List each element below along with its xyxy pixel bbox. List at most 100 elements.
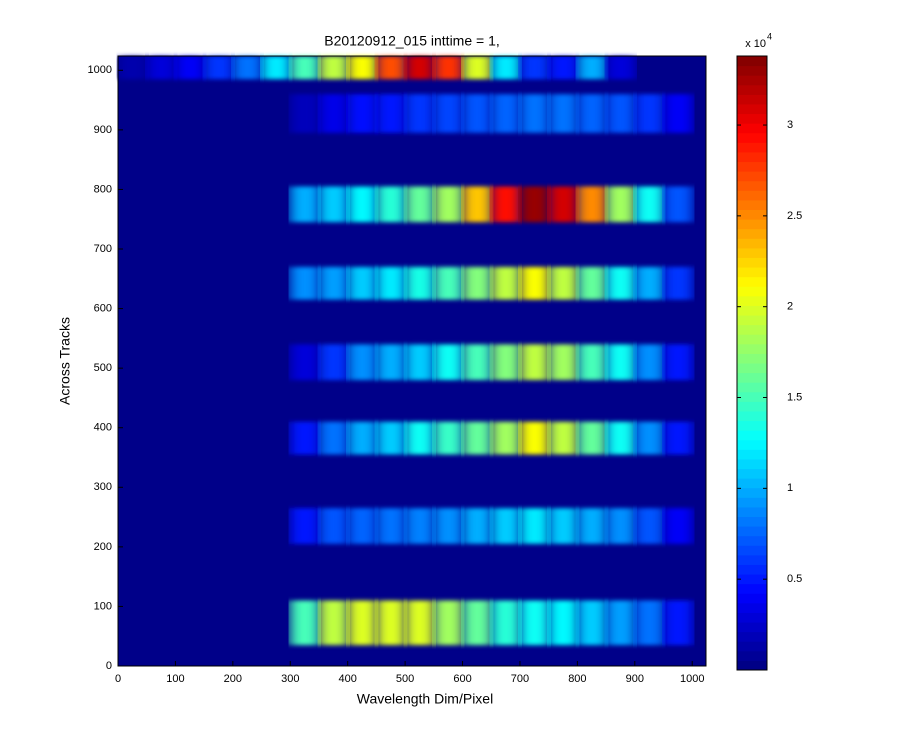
y-tick-label: 900 [94, 124, 112, 136]
heatmap-cell [347, 266, 377, 300]
colorbar-segment [737, 315, 767, 326]
heatmap-cell [663, 186, 693, 223]
heatmap-cell [577, 94, 607, 133]
heatmap-cell [634, 266, 665, 300]
colorbar-segment [737, 84, 767, 95]
colorbar-segment [737, 151, 767, 163]
heatmap-cell [146, 56, 176, 80]
heatmap-cell [433, 421, 464, 455]
heatmap-cell [577, 600, 607, 646]
heatmap-cell [663, 421, 693, 455]
colorbar-segment [737, 103, 767, 115]
colorbar-segment [737, 487, 767, 498]
colorbar-segment [737, 353, 767, 364]
heatmap-cell [462, 344, 492, 381]
colorbar-segment [737, 468, 767, 479]
heatmap-cell [548, 266, 578, 300]
heatmap-cell [519, 508, 550, 544]
x-tick-label: 700 [511, 673, 529, 685]
heatmap-cell [204, 56, 234, 80]
colorbar-segment [737, 612, 767, 623]
colorbar-segment [737, 401, 767, 412]
heatmap-cell [433, 600, 464, 646]
heatmap-cell [290, 266, 320, 300]
colorbar-segment [737, 363, 767, 374]
heatmap-cell [347, 186, 377, 223]
heatmap-cell [491, 186, 521, 223]
colorbar-segment [737, 276, 767, 287]
heatmap-cell [290, 508, 320, 544]
colorbar-segment [737, 219, 767, 230]
y-tick-label: 600 [94, 302, 112, 314]
heatmap-cell [290, 186, 320, 223]
colorbar-segment [737, 622, 767, 633]
colorbar-exponent: 4 [767, 31, 772, 41]
colorbar-segment [737, 343, 767, 354]
colorbar-segment [737, 641, 767, 652]
heatmap-cell [405, 421, 435, 455]
heatmap-cell [318, 600, 349, 646]
heatmap-cell [577, 186, 607, 223]
heatmap-cell [577, 344, 607, 381]
heatmap-cell [577, 56, 607, 80]
heatmap-cell [232, 56, 263, 80]
colorbar-segment [737, 430, 767, 441]
heatmap-cell [663, 600, 693, 646]
heatmap-cell [376, 508, 406, 544]
heatmap-cell [491, 94, 521, 133]
colorbar-segment [737, 554, 767, 565]
heatmap-cell [606, 56, 636, 80]
x-tick-label: 600 [453, 673, 471, 685]
colorbar-tick-label: 3 [787, 119, 793, 131]
heatmap-cell [606, 344, 636, 381]
heatmap-cell [405, 344, 435, 381]
colorbar-tick-label: 2 [787, 301, 793, 313]
x-tick-label: 1000 [680, 673, 704, 685]
heatmap-cell [491, 266, 521, 300]
heatmap-cell [663, 508, 693, 544]
heatmap-cell [519, 56, 550, 80]
colorbar-segment [737, 180, 767, 191]
y-tick-label: 400 [94, 422, 112, 434]
heatmap-cell [606, 508, 636, 544]
colorbar-segment [737, 478, 767, 489]
colorbar-segment [737, 190, 767, 201]
heatmap-cell [376, 344, 406, 381]
heatmap-cell [519, 344, 550, 381]
colorbar-segment [737, 564, 767, 575]
heatmap-cell [290, 94, 320, 133]
heatmap-cell [519, 421, 550, 455]
heatmap-cell [491, 421, 521, 455]
y-tick-label: 100 [94, 600, 112, 612]
y-tick-label: 0 [106, 660, 112, 672]
chart-title: B20120912_015 inttime = 1, [324, 33, 500, 49]
colorbar-segment [737, 516, 767, 527]
heatmap-cell [663, 266, 693, 300]
heatmap-cell [405, 266, 435, 300]
heatmap-cell [433, 508, 464, 544]
colorbar-segment [737, 574, 767, 585]
heatmap-cell [462, 94, 492, 133]
colorbar-frame [736, 55, 768, 671]
colorbar-segment [737, 631, 767, 642]
heatmap-cell [519, 94, 550, 133]
colorbar-tick-label: 0.5 [787, 573, 802, 585]
heatmap-cell [548, 56, 578, 80]
colorbar-segment [737, 449, 767, 460]
colorbar-segment [737, 382, 767, 393]
y-tick-label: 1000 [88, 64, 112, 76]
heatmap-cell [318, 266, 349, 300]
heatmap-cell [318, 186, 349, 223]
x-tick-label: 200 [224, 673, 242, 685]
heatmap-cell [548, 186, 578, 223]
heatmap-cell [606, 186, 636, 223]
colorbar-segment [737, 372, 767, 383]
heatmap-cell [405, 508, 435, 544]
heatmap-cell [290, 421, 320, 455]
heatmap-cell [634, 421, 665, 455]
colorbar-segment [737, 94, 767, 105]
heatmap-cell [548, 344, 578, 381]
heatmap-cell [519, 266, 550, 300]
y-tick-label: 800 [94, 183, 112, 195]
heatmap-cell [606, 266, 636, 300]
